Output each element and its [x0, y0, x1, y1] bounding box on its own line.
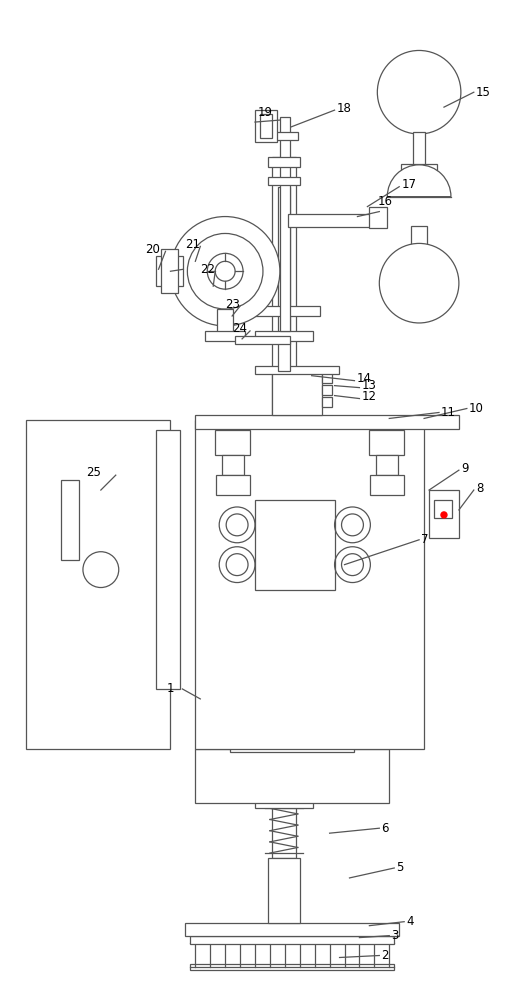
Circle shape [171, 217, 280, 326]
Bar [255, 110, 277, 142]
Bar [434, 500, 452, 518]
Bar [321, 373, 332, 383]
Bar [191, 964, 394, 970]
Bar [321, 385, 332, 395]
Text: 23: 23 [225, 298, 240, 311]
Bar [26, 420, 171, 749]
Bar [230, 744, 355, 752]
Text: 4: 4 [406, 915, 414, 928]
Circle shape [215, 261, 235, 281]
Bar [160, 440, 175, 458]
Text: 18: 18 [337, 102, 352, 115]
Bar [222, 455, 244, 475]
Text: 1: 1 [167, 682, 174, 695]
Bar [235, 336, 290, 344]
Bar [195, 420, 424, 749]
Text: 8: 8 [476, 482, 483, 495]
Bar [160, 249, 178, 293]
Text: 10: 10 [469, 402, 484, 415]
Bar [429, 490, 459, 538]
Bar [216, 475, 250, 495]
Bar [195, 415, 459, 429]
Circle shape [83, 552, 119, 588]
Text: 16: 16 [377, 195, 392, 208]
Bar [255, 500, 335, 590]
Bar [160, 495, 175, 513]
Bar [268, 177, 300, 185]
Bar [205, 331, 245, 341]
Text: 20: 20 [146, 243, 160, 256]
Bar [268, 788, 300, 800]
Bar [376, 455, 398, 475]
Bar [248, 306, 320, 316]
Bar [255, 366, 339, 374]
Bar [255, 331, 313, 341]
Bar [160, 550, 175, 568]
Bar [255, 798, 313, 808]
Text: 5: 5 [396, 861, 404, 874]
Text: 9: 9 [461, 462, 469, 475]
Bar [272, 371, 321, 415]
Text: 24: 24 [232, 322, 247, 335]
Text: 7: 7 [421, 533, 429, 546]
Bar [401, 164, 437, 178]
Bar [278, 187, 290, 371]
Bar [413, 132, 425, 167]
Circle shape [377, 50, 461, 134]
Wedge shape [387, 165, 451, 197]
Text: 13: 13 [361, 379, 376, 392]
Text: 11: 11 [441, 406, 456, 419]
Text: 21: 21 [185, 238, 200, 251]
Bar [411, 226, 427, 255]
Bar [185, 923, 399, 936]
Bar [370, 475, 404, 495]
Text: 19: 19 [258, 106, 273, 119]
Bar [160, 604, 175, 622]
Circle shape [188, 233, 263, 309]
Text: 15: 15 [476, 86, 491, 99]
Bar [195, 749, 389, 803]
Bar [191, 936, 394, 944]
Text: 14: 14 [357, 372, 371, 385]
Bar [155, 256, 183, 286]
Bar [268, 157, 300, 167]
Text: 22: 22 [200, 263, 215, 276]
Text: 2: 2 [381, 949, 389, 962]
Bar [155, 430, 180, 689]
Text: 25: 25 [86, 466, 101, 479]
Circle shape [379, 243, 459, 323]
Bar [369, 207, 387, 228]
Bar [268, 858, 300, 923]
Bar [321, 397, 332, 407]
Bar [217, 309, 233, 334]
Bar [270, 132, 298, 140]
Bar [260, 114, 272, 138]
Text: 17: 17 [401, 178, 416, 191]
Text: 12: 12 [361, 390, 377, 403]
Bar [61, 480, 79, 560]
Bar [272, 157, 296, 858]
Circle shape [207, 253, 243, 289]
Text: 3: 3 [391, 929, 399, 942]
Bar [280, 117, 290, 331]
Bar [215, 430, 250, 455]
Text: 6: 6 [381, 822, 389, 835]
Circle shape [441, 512, 447, 518]
Bar [160, 659, 175, 677]
Bar [369, 430, 404, 455]
Bar [288, 214, 377, 227]
